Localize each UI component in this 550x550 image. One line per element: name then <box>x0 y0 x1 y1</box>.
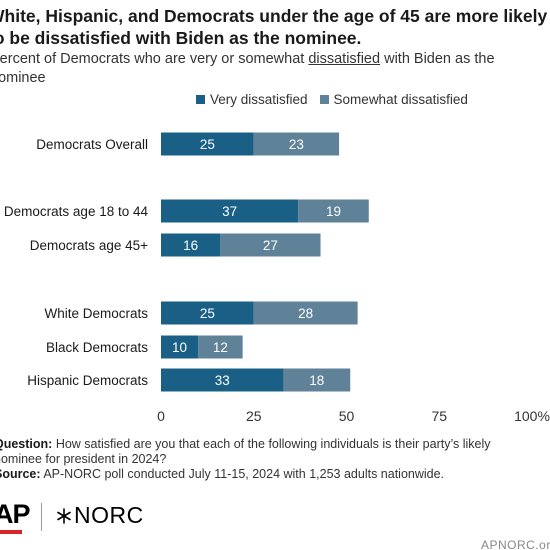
x-tick-label: 25 <box>246 408 262 424</box>
chart-footer: Question: How satisfied are you that eac… <box>0 437 491 482</box>
bar-value-label: 28 <box>298 306 313 321</box>
bar-value-label: 37 <box>222 204 237 219</box>
title-line-2: to be dissatisfied with Biden as the nom… <box>0 28 362 48</box>
category-label: Black Democrats <box>46 340 148 355</box>
chart-subtitle: Percent of Democrats who are very or som… <box>0 50 495 88</box>
bar-segment <box>283 368 351 392</box>
subtitle-text: Percent of Democrats who are very or som… <box>0 51 309 67</box>
category-label: Democrats age 45+ <box>30 238 148 253</box>
x-tick-label: 50 <box>339 408 355 424</box>
chart-title: White, Hispanic, and Democrats under the… <box>0 5 550 49</box>
source-text: AP-NORC poll conducted July 11-15, 2024 … <box>40 467 445 481</box>
legend-swatch-very <box>196 95 205 104</box>
bar-value-label: 33 <box>215 373 230 388</box>
title-line-1: White, Hispanic, and Democrats under the… <box>0 6 548 26</box>
category-label: Hispanic Democrats <box>27 373 148 388</box>
subtitle-line-2: nominee <box>0 70 46 86</box>
bar-value-label: 10 <box>172 340 187 355</box>
bar-segment <box>298 199 369 223</box>
bar-value-label: 25 <box>200 137 215 152</box>
bar-segment <box>198 335 243 359</box>
legend-item-very: Very dissatisfied <box>196 92 308 107</box>
x-tick-label: 75 <box>431 408 447 424</box>
bar-value-label: 25 <box>200 306 215 321</box>
norc-star-icon <box>57 508 71 524</box>
bar-value-label: 23 <box>289 137 304 152</box>
bar-segment <box>220 233 321 257</box>
bar-value-label: 27 <box>263 238 278 253</box>
bar-value-label: 12 <box>213 340 228 355</box>
logo-row: AP NORC <box>0 497 550 537</box>
question-text-line-2: nominee for president in 2024? <box>0 452 167 466</box>
bar-segment <box>161 132 254 156</box>
bar-segment <box>161 199 299 223</box>
legend-label-very: Very dissatisfied <box>210 92 308 107</box>
bar-segment <box>161 233 221 257</box>
bar-segment <box>253 132 340 156</box>
bar-value-label: 18 <box>309 373 324 388</box>
bar-segment <box>161 335 199 359</box>
ap-logo-bar <box>0 530 22 534</box>
bar-segment <box>253 301 358 325</box>
chart-plot: Democrats Overall 25 23 Democrats age 18 to… <box>4 132 550 424</box>
question-text: How satisfied are you that each of the f… <box>52 437 491 451</box>
norc-logo: NORC <box>56 501 144 529</box>
subtitle-text-after: with Biden as the <box>380 51 495 67</box>
legend-item-somewhat: Somewhat dissatisfied <box>319 92 468 107</box>
subtitle-underlined: dissatisfied <box>308 51 381 67</box>
source-label: Source: <box>0 467 41 481</box>
category-label: Democrats age 18 to 44 <box>4 204 149 219</box>
bar-segment <box>161 301 254 325</box>
bar-value-label: 16 <box>183 238 198 253</box>
category-label: Democrats Overall <box>36 137 148 152</box>
x-tick-label: 100% <box>514 408 550 424</box>
legend-swatch-somewhat <box>319 95 329 104</box>
x-tick-label: 0 <box>157 408 165 424</box>
bar-segment <box>161 368 284 392</box>
category-label: White Democrats <box>44 306 148 321</box>
logo-divider <box>41 503 42 531</box>
chart-legend: Very dissatisfied Somewhat dissatisfied <box>196 92 480 107</box>
ap-logo: AP <box>0 499 31 529</box>
legend-label-somewhat: Somewhat dissatisfied <box>333 92 468 107</box>
bar-value-label: 19 <box>326 204 341 219</box>
question-label: Question: <box>0 437 53 451</box>
site-url: APNORC.org <box>480 538 550 550</box>
norc-logo-text: NORC <box>74 502 144 528</box>
